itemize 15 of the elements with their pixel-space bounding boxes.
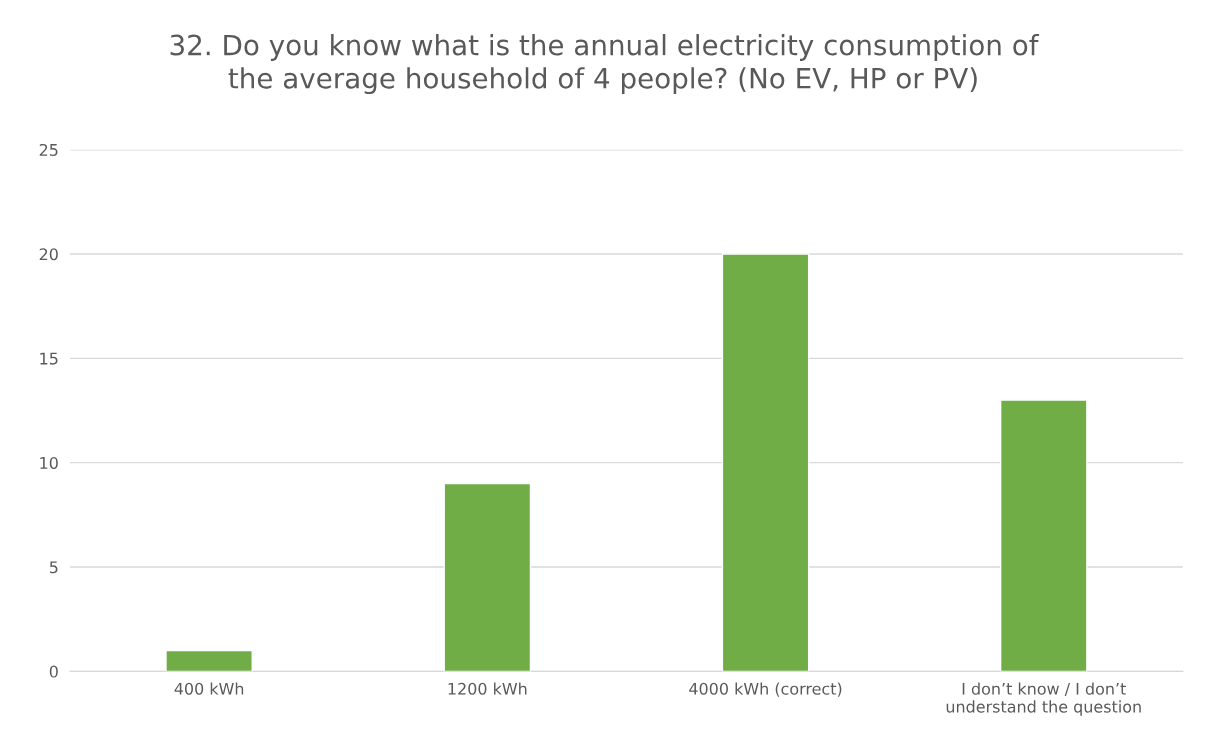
x-tick-label: 400 kWh bbox=[174, 682, 244, 695]
y-tick-label: 5 bbox=[49, 561, 58, 574]
bar bbox=[721, 253, 810, 672]
x-tick-label: 1200 kWh bbox=[448, 682, 527, 695]
y-tick-label: 20 bbox=[39, 248, 58, 261]
bar bbox=[165, 649, 253, 672]
y-tick-label: 0 bbox=[49, 665, 58, 678]
y-tick-label: 10 bbox=[40, 456, 58, 469]
x-tick-label: I don’t know / I don’t understand the question bbox=[946, 682, 1141, 716]
x-tick-label: 4000 kWh (correct) bbox=[689, 682, 842, 697]
chart-title: 32. Do you know what is the annual electricity consumption of the average household of 4 people? (No EV, HP or PV) bbox=[170, 34, 1040, 95]
bar bbox=[443, 482, 532, 672]
y-tick-label: 25 bbox=[39, 143, 58, 156]
y-tick-label: 15 bbox=[40, 352, 58, 365]
bar bbox=[999, 399, 1088, 672]
